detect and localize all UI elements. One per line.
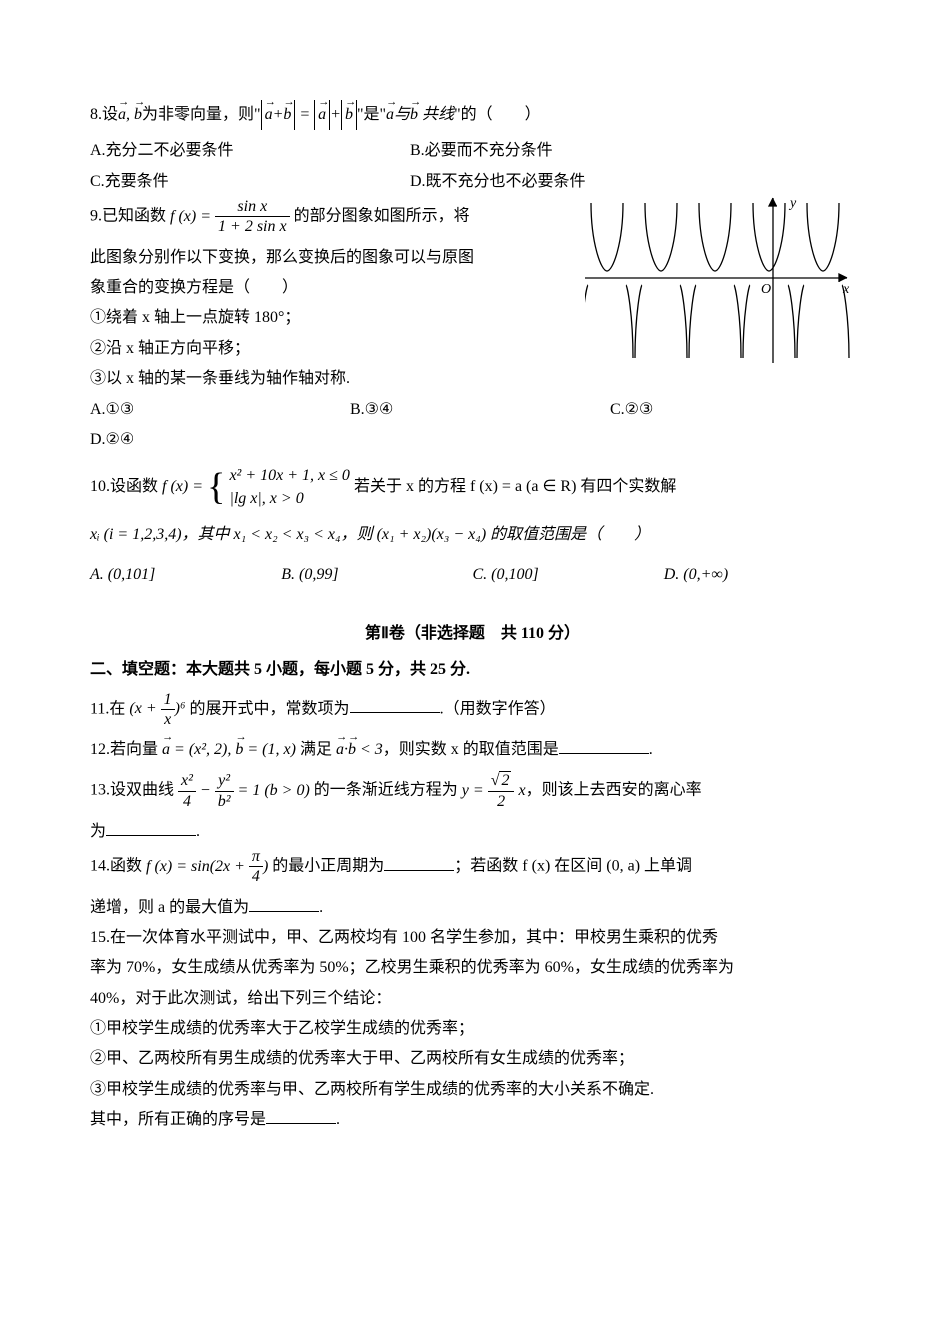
question-15: 15.在一次体育水平测试中，甲、乙两校均有 100 名学生参加，其中：甲校男生乘… bbox=[90, 923, 855, 1136]
q10-opt-c: C. (0,100] bbox=[473, 560, 664, 590]
q9-fx: f (x) = sin x1 + 2 sin x bbox=[170, 208, 294, 225]
q9-opt-d: D.②④ bbox=[90, 425, 855, 455]
question-11: 11.在 (x + 1x)⁶ 的展开式中，常数项为.（用数字作答） bbox=[90, 690, 855, 729]
q9-figure: y x O bbox=[585, 193, 855, 374]
q8-stem: 8.设a, b为非零向量，则"a+b = a+b"是"a与b 共线"的（ ） bbox=[90, 106, 541, 123]
blank bbox=[249, 895, 319, 912]
svg-text:y: y bbox=[788, 196, 797, 211]
q9-opt-b: B.③④ bbox=[350, 395, 550, 425]
q10-fx: f (x) = bbox=[162, 478, 203, 495]
q15-line3: 40%，对于此次测试，给出下列三个结论： bbox=[90, 984, 855, 1014]
q15-item2: ②甲、乙两校所有男生成绩的优秀率大于甲、乙两校所有女生成绩的优秀率； bbox=[90, 1044, 855, 1074]
q10-opt-d: D. (0,+∞) bbox=[664, 560, 855, 590]
q8-opt-b: B.必要而不充分条件 bbox=[410, 136, 553, 166]
q15-line2: 率为 70%，女生成绩从优秀率为 50%；乙校男生乘积的优秀率为 60%，女生成… bbox=[90, 953, 855, 983]
part2-head: 二、填空题：本大题共 5 小题，每小题 5 分，共 25 分. bbox=[90, 655, 855, 685]
q8-opt-c: C.充要条件 bbox=[90, 167, 410, 197]
blank bbox=[384, 854, 454, 871]
brace-icon: { bbox=[207, 472, 225, 503]
q9-pre: 9.已知函数 bbox=[90, 208, 170, 225]
q10-pre: 10.设函数 bbox=[90, 478, 162, 495]
q15-item3: ③甲校学生成绩的优秀率与甲、乙两校所有学生成绩的优秀率的大小关系不确定. bbox=[90, 1075, 855, 1105]
q9-opt-c: C.②③ bbox=[610, 395, 653, 425]
question-12: 12.若向量 a = (x², 2), b = (1, x) 满足 a·b < … bbox=[90, 735, 855, 765]
question-8: 8.设a, b为非零向量，则"a+b = a+b"是"a与b 共线"的（ ） bbox=[90, 100, 855, 130]
svg-text:O: O bbox=[761, 282, 771, 297]
blank bbox=[350, 696, 440, 713]
q8-options-row1: A.充分二不必要条件 B.必要而不充分条件 bbox=[90, 136, 855, 166]
q10-piecewise: x² + 10x + 1, x ≤ 0 |lg x|, x > 0 bbox=[229, 465, 349, 510]
q15-item1: ①甲校学生成绩的优秀率大于乙校学生成绩的优秀率； bbox=[90, 1014, 855, 1044]
question-14: 14.函数 f (x) = sin(2x + π4) 的最小正周期为；若函数 f… bbox=[90, 847, 855, 886]
q13-line2: 为. bbox=[90, 817, 855, 847]
question-13: 13.设双曲线 x²4 − y²b² = 1 (b > 0) 的一条渐近线方程为… bbox=[90, 771, 855, 810]
blank bbox=[106, 819, 196, 836]
question-10: 10.设函数 f (x) = { x² + 10x + 1, x ≤ 0 |lg… bbox=[90, 465, 855, 510]
question-9: y x O 9.已知函数 f (x) = sin x1 + 2 sin x 的部… bbox=[90, 197, 855, 455]
q14-line2: 递增，则 a 的最大值为. bbox=[90, 893, 855, 923]
svg-text:x: x bbox=[842, 282, 850, 297]
q8-opt-d: D.既不充分也不必要条件 bbox=[410, 167, 586, 197]
q9-opt-a: A.①③ bbox=[90, 395, 290, 425]
q9-options-row1: A.①③ B.③④ C.②③ bbox=[90, 395, 855, 425]
q9-mid: 的部分图象如图所示，将 bbox=[294, 208, 470, 225]
blank bbox=[266, 1107, 336, 1124]
q10-opt-b: B. (0,99] bbox=[281, 560, 472, 590]
q15-line1: 15.在一次体育水平测试中，甲、乙两校均有 100 名学生参加，其中：甲校男生乘… bbox=[90, 923, 855, 953]
blank bbox=[559, 737, 649, 754]
q8-opt-a: A.充分二不必要条件 bbox=[90, 136, 410, 166]
part2-title: 第Ⅱ卷（非选择题 共 110 分） bbox=[90, 619, 855, 649]
q10-line2: xᵢ (i = 1,2,3,4)，其中 x₁ < x₂ < x₃ < x₄，则 … bbox=[90, 520, 855, 550]
q15-line4: 其中，所有正确的序号是. bbox=[90, 1105, 855, 1135]
q10-mid: 若关于 x 的方程 f (x) = a (a ∈ R) 有四个实数解 bbox=[354, 478, 676, 495]
q10-options: A. (0,101] B. (0,99] C. (0,100] D. (0,+∞… bbox=[90, 560, 855, 590]
q10-opt-a: A. (0,101] bbox=[90, 560, 281, 590]
